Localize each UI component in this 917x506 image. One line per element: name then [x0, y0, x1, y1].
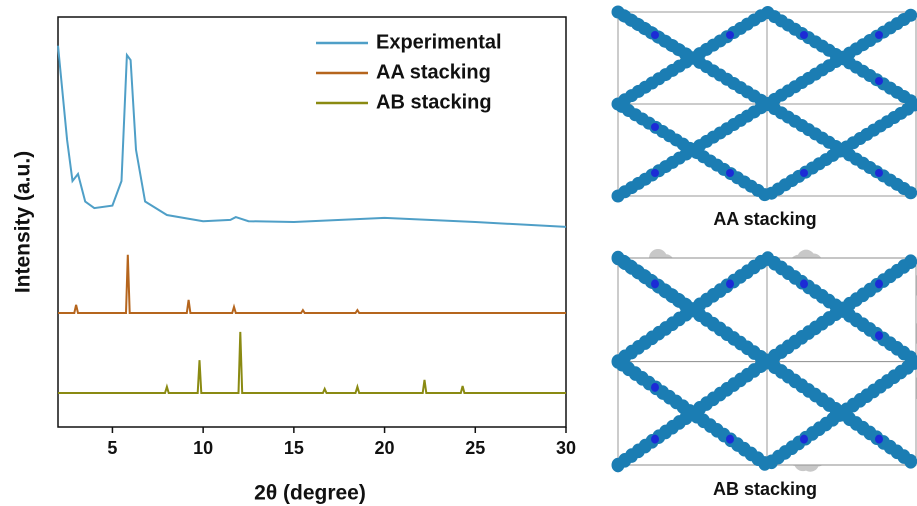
- structure-caption: AB stacking: [713, 479, 817, 499]
- legend-label: AA stacking: [376, 61, 491, 83]
- structure-caption: AA stacking: [713, 209, 816, 229]
- structure-ab: [618, 258, 917, 465]
- data-line: [58, 255, 566, 313]
- x-tick-label: 30: [556, 438, 576, 458]
- structure-aa: [618, 12, 916, 196]
- x-tick-label: 10: [193, 438, 213, 458]
- x-tick-label: 5: [107, 438, 117, 458]
- data-line: [58, 332, 566, 393]
- x-tick-label: 20: [375, 438, 395, 458]
- x-tick-label: 15: [284, 438, 304, 458]
- legend-label: Experimental: [376, 31, 502, 53]
- x-tick-label: 25: [465, 438, 485, 458]
- x-axis-title: 2θ (degree): [254, 482, 366, 505]
- figure: AA stacking AB stacking 2θ (degree) Inte…: [0, 0, 917, 506]
- legend-label: AB stacking: [376, 91, 492, 113]
- y-axis-title: Intensity (a.u.): [12, 151, 35, 293]
